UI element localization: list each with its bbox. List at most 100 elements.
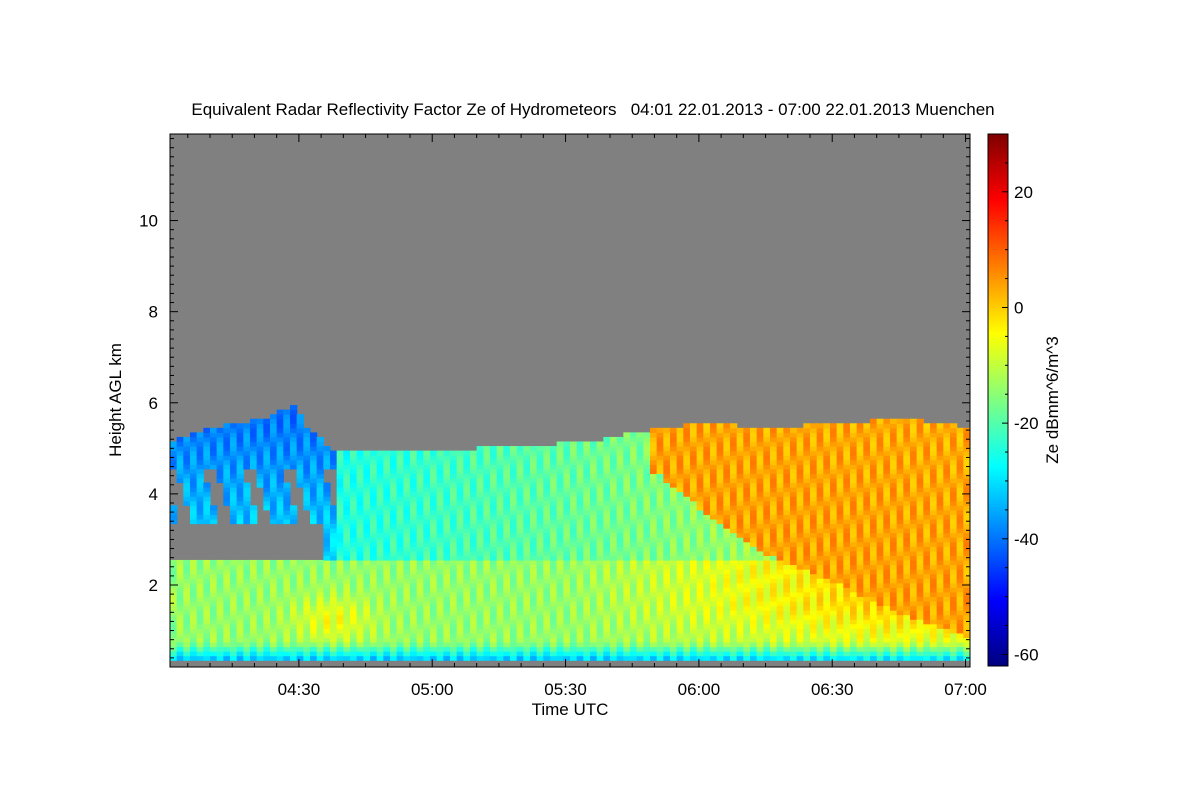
- reflectivity-cell: [816, 482, 824, 488]
- reflectivity-cell: [343, 628, 351, 634]
- reflectivity-cell: [843, 646, 851, 652]
- reflectivity-cell: [503, 550, 511, 556]
- reflectivity-cell: [330, 523, 338, 529]
- reflectivity-cell: [510, 610, 518, 616]
- reflectivity-cell: [790, 555, 798, 561]
- reflectivity-cell: [563, 518, 571, 525]
- reflectivity-cell: [643, 518, 651, 525]
- reflectivity-cell: [410, 496, 418, 502]
- reflectivity-cell: [256, 441, 264, 447]
- reflectivity-cell: [550, 623, 558, 629]
- reflectivity-cell: [396, 610, 404, 616]
- reflectivity-cell: [476, 550, 484, 556]
- reflectivity-cell: [870, 496, 878, 502]
- reflectivity-cell: [770, 605, 778, 611]
- reflectivity-cell: [423, 473, 431, 479]
- reflectivity-cell: [270, 468, 278, 474]
- reflectivity-cell: [583, 564, 591, 570]
- reflectivity-cell: [770, 555, 778, 561]
- reflectivity-cell: [463, 605, 471, 611]
- reflectivity-cell: [530, 651, 538, 657]
- reflectivity-cell: [696, 491, 704, 497]
- reflectivity-cell: [510, 482, 518, 488]
- reflectivity-cell: [250, 418, 258, 424]
- reflectivity-cell: [503, 473, 511, 479]
- reflectivity-cell: [383, 610, 391, 616]
- reflectivity-cell: [190, 619, 198, 625]
- reflectivity-cell: [296, 427, 304, 433]
- reflectivity-cell: [836, 641, 844, 648]
- reflectivity-cell: [503, 582, 511, 588]
- reflectivity-cell: [263, 641, 271, 648]
- reflectivity-cell: [770, 641, 778, 648]
- reflectivity-cell: [716, 468, 724, 474]
- reflectivity-cell: [756, 441, 764, 447]
- reflectivity-cell: [843, 482, 851, 488]
- reflectivity-cell: [816, 591, 824, 597]
- reflectivity-cell: [403, 596, 411, 602]
- reflectivity-cell: [176, 605, 184, 611]
- reflectivity-cell: [423, 523, 431, 529]
- reflectivity-cell: [330, 564, 338, 570]
- reflectivity-cell: [630, 446, 638, 452]
- reflectivity-cell: [796, 464, 804, 470]
- reflectivity-cell: [550, 487, 558, 493]
- reflectivity-cell: [390, 641, 398, 648]
- reflectivity-cell: [796, 473, 804, 479]
- reflectivity-cell: [823, 559, 831, 566]
- reflectivity-cell: [656, 496, 664, 502]
- reflectivity-cell: [470, 528, 478, 534]
- reflectivity-cell: [616, 441, 624, 447]
- reflectivity-cell: [403, 600, 411, 607]
- reflectivity-cell: [856, 619, 864, 625]
- reflectivity-cell: [756, 651, 764, 657]
- reflectivity-cell: [850, 637, 858, 643]
- reflectivity-cell: [316, 518, 324, 525]
- reflectivity-cell: [616, 496, 624, 502]
- reflectivity-cell: [550, 550, 558, 556]
- reflectivity-cell: [703, 455, 711, 461]
- reflectivity-cell: [310, 569, 318, 575]
- reflectivity-cell: [876, 528, 884, 534]
- reflectivity-cell: [696, 477, 704, 484]
- reflectivity-cell: [316, 578, 324, 584]
- reflectivity-cell: [876, 559, 884, 566]
- reflectivity-cell: [630, 537, 638, 543]
- reflectivity-cell: [836, 573, 844, 579]
- reflectivity-cell: [543, 614, 551, 620]
- reflectivity-cell: [243, 455, 251, 461]
- reflectivity-cell: [576, 591, 584, 597]
- reflectivity-cell: [690, 423, 698, 429]
- reflectivity-cell: [683, 491, 691, 497]
- reflectivity-cell: [190, 432, 198, 438]
- reflectivity-cell: [463, 518, 471, 525]
- reflectivity-cell: [723, 600, 731, 607]
- reflectivity-cell: [703, 441, 711, 447]
- reflectivity-cell: [376, 600, 384, 607]
- reflectivity-cell: [863, 423, 871, 429]
- reflectivity-cell: [443, 546, 451, 552]
- reflectivity-cell: [223, 573, 231, 579]
- reflectivity-cell: [670, 614, 678, 620]
- reflectivity-cell: [636, 441, 644, 447]
- reflectivity-cell: [203, 491, 211, 497]
- reflectivity-cell: [796, 496, 804, 502]
- reflectivity-cell: [530, 546, 538, 552]
- reflectivity-cell: [596, 487, 604, 493]
- reflectivity-cell: [590, 582, 598, 588]
- reflectivity-cell: [723, 623, 731, 629]
- reflectivity-cell: [703, 619, 711, 625]
- reflectivity-cell: [450, 459, 458, 465]
- reflectivity-cell: [876, 550, 884, 556]
- reflectivity-cell: [450, 523, 458, 529]
- reflectivity-cell: [383, 450, 391, 456]
- reflectivity-cell: [836, 651, 844, 657]
- reflectivity-cell: [323, 582, 331, 588]
- reflectivity-cell: [763, 482, 771, 488]
- reflectivity-cell: [536, 591, 544, 597]
- reflectivity-cell: [830, 532, 838, 538]
- reflectivity-cell: [483, 628, 491, 634]
- reflectivity-cell: [263, 646, 271, 652]
- reflectivity-cell: [876, 637, 884, 643]
- reflectivity-cell: [816, 450, 824, 456]
